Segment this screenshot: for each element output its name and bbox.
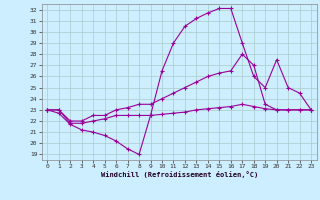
X-axis label: Windchill (Refroidissement éolien,°C): Windchill (Refroidissement éolien,°C) (100, 171, 258, 178)
